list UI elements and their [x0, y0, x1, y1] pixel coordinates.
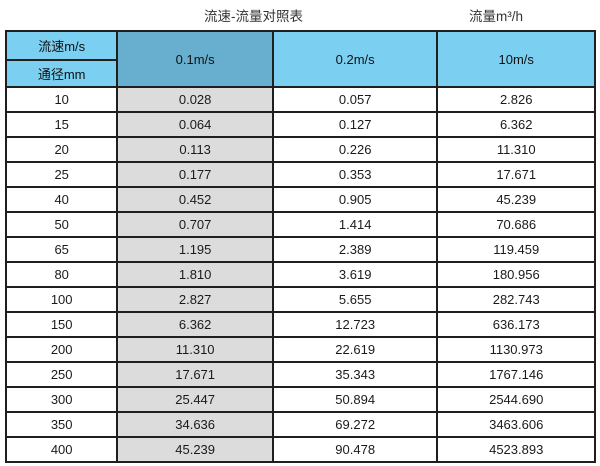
flow-value-cell: 0.127 [271, 111, 439, 138]
diameter-cell: 25 [4, 161, 119, 188]
flow-value-cell: 0.353 [271, 161, 439, 188]
flow-value-cell: 0.707 [116, 211, 274, 238]
flow-value-cell: 2544.690 [436, 386, 596, 413]
flow-value-cell: 1767.146 [436, 361, 596, 388]
flow-value-cell: 34.636 [116, 411, 274, 438]
diameter-cell: 65 [4, 236, 119, 263]
flow-value-cell: 90.478 [271, 436, 439, 463]
flow-value-cell: 119.459 [436, 236, 596, 263]
flow-value-cell: 35.343 [271, 361, 439, 388]
table-row: 150 6.362 12.723 636.173 [4, 311, 596, 338]
flow-value-cell: 3.619 [271, 261, 439, 288]
diameter-cell: 350 [4, 411, 119, 438]
table-row: 25 0.177 0.353 17.671 [4, 161, 596, 188]
flow-unit-label: 流量m³/h [469, 9, 523, 24]
table-row: 400 45.239 90.478 4523.893 [4, 436, 596, 463]
flow-conversion-table: 流速m/s 0.1m/s 0.2m/s 10m/s 通径mm 10 0.028 0.… [4, 30, 596, 463]
flow-value-cell: 2.827 [116, 286, 274, 313]
flow-value-cell: 0.177 [116, 161, 274, 188]
table-row: 40 0.452 0.905 45.239 [4, 186, 596, 213]
flow-value-cell: 45.239 [436, 186, 596, 213]
flow-value-cell: 2.826 [436, 86, 596, 113]
flow-value-cell: 3463.606 [436, 411, 596, 438]
flow-value-cell: 70.686 [436, 211, 596, 238]
flow-value-cell: 0.905 [271, 186, 439, 213]
table-row: 100 2.827 5.655 282.743 [4, 286, 596, 313]
column-header-velocity-0-2: 0.2m/s [271, 30, 439, 88]
flow-value-cell: 1.414 [271, 211, 439, 238]
flow-value-cell: 0.064 [116, 111, 274, 138]
diameter-header-label: 通径mm [4, 59, 119, 88]
diameter-cell: 300 [4, 386, 119, 413]
diameter-cell: 40 [4, 186, 119, 213]
flow-value-cell: 25.447 [116, 386, 274, 413]
flow-value-cell: 12.723 [271, 311, 439, 338]
table-row: 10 0.028 0.057 2.826 [4, 86, 596, 113]
flow-value-cell: 11.310 [116, 336, 274, 363]
flow-value-cell: 1130.973 [436, 336, 596, 363]
diameter-cell: 400 [4, 436, 119, 463]
table-body: 10 0.028 0.057 2.826 15 0.064 0.127 6.362 20 0.11… [4, 86, 596, 463]
flow-value-cell: 0.452 [116, 186, 274, 213]
flow-value-cell: 0.028 [116, 86, 274, 113]
table-row: 50 0.707 1.414 70.686 [4, 211, 596, 238]
flow-value-cell: 17.671 [116, 361, 274, 388]
flow-value-cell: 1.810 [116, 261, 274, 288]
table-row: 200 11.310 22.619 1130.973 [4, 336, 596, 363]
flow-value-cell: 5.655 [271, 286, 439, 313]
flow-value-cell: 180.956 [436, 261, 596, 288]
table-header: 流速m/s 0.1m/s 0.2m/s 10m/s 通径mm [4, 30, 596, 88]
flow-value-cell: 1.195 [116, 236, 274, 263]
diameter-cell: 200 [4, 336, 119, 363]
table-row: 20 0.113 0.226 11.310 [4, 136, 596, 163]
column-header-velocity-10: 10m/s [436, 30, 596, 88]
velocity-header-label: 流速m/s [4, 30, 119, 61]
flow-value-cell: 282.743 [436, 286, 596, 313]
flow-value-cell: 22.619 [271, 336, 439, 363]
flow-value-cell: 45.239 [116, 436, 274, 463]
table-row: 250 17.671 35.343 1767.146 [4, 361, 596, 388]
column-header-velocity-0-1: 0.1m/s [116, 30, 274, 88]
flow-value-cell: 2.389 [271, 236, 439, 263]
flow-value-cell: 11.310 [436, 136, 596, 163]
table-row: 80 1.810 3.619 180.956 [4, 261, 596, 288]
diameter-cell: 15 [4, 111, 119, 138]
diameter-cell: 80 [4, 261, 119, 288]
flow-value-cell: 0.113 [116, 136, 274, 163]
diameter-cell: 150 [4, 311, 119, 338]
flow-value-cell: 0.057 [271, 86, 439, 113]
diameter-cell: 50 [4, 211, 119, 238]
table-row: 15 0.064 0.127 6.362 [4, 111, 596, 138]
diameter-cell: 20 [4, 136, 119, 163]
diameter-cell: 100 [4, 286, 119, 313]
flow-value-cell: 69.272 [271, 411, 439, 438]
flow-value-cell: 17.671 [436, 161, 596, 188]
flow-value-cell: 6.362 [116, 311, 274, 338]
diameter-cell: 10 [4, 86, 119, 113]
flow-value-cell: 50.894 [271, 386, 439, 413]
table-row: 300 25.447 50.894 2544.690 [4, 386, 596, 413]
flow-value-cell: 636.173 [436, 311, 596, 338]
flow-value-cell: 6.362 [436, 111, 596, 138]
flow-value-cell: 4523.893 [436, 436, 596, 463]
table-row: 65 1.195 2.389 119.459 [4, 236, 596, 263]
diameter-cell: 250 [4, 361, 119, 388]
table-caption: 流速-流量对照表 [204, 9, 303, 24]
table-row: 350 34.636 69.272 3463.606 [4, 411, 596, 438]
flow-value-cell: 0.226 [271, 136, 439, 163]
